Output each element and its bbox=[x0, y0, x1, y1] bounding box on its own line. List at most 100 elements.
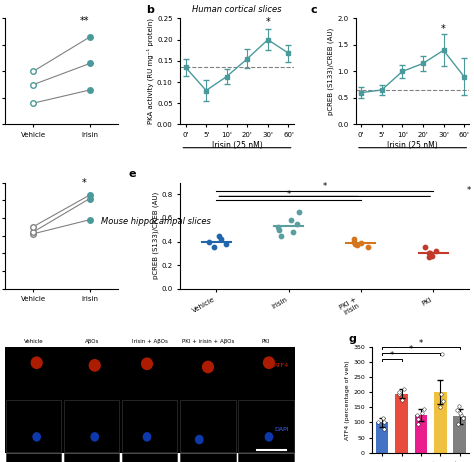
FancyBboxPatch shape bbox=[181, 401, 236, 452]
FancyBboxPatch shape bbox=[122, 453, 177, 462]
Text: Human cortical slices: Human cortical slices bbox=[192, 5, 282, 13]
Point bbox=[427, 249, 434, 257]
Point bbox=[428, 252, 436, 259]
Point bbox=[438, 351, 446, 358]
Point bbox=[295, 208, 303, 216]
Point bbox=[439, 398, 447, 405]
Text: *: * bbox=[82, 178, 86, 188]
Point bbox=[438, 390, 445, 397]
Point bbox=[350, 236, 358, 243]
Point bbox=[274, 224, 282, 231]
Point bbox=[432, 247, 439, 255]
Text: b: b bbox=[146, 5, 154, 15]
Y-axis label: pCREB (S133)/CREB (AU): pCREB (S133)/CREB (AU) bbox=[152, 192, 159, 279]
Ellipse shape bbox=[91, 432, 99, 442]
Text: c: c bbox=[310, 5, 317, 15]
Point bbox=[293, 220, 301, 228]
Ellipse shape bbox=[264, 432, 273, 442]
Point bbox=[421, 243, 429, 251]
X-axis label: Irisin (25 nM): Irisin (25 nM) bbox=[387, 141, 438, 150]
Point bbox=[413, 411, 421, 419]
FancyBboxPatch shape bbox=[122, 401, 177, 452]
Point bbox=[351, 240, 358, 248]
Text: Irisin + AβOs: Irisin + AβOs bbox=[132, 339, 168, 344]
Text: DAPI: DAPI bbox=[275, 427, 289, 432]
Point bbox=[222, 240, 230, 248]
Point bbox=[218, 236, 225, 243]
Point bbox=[395, 389, 403, 396]
Text: *: * bbox=[467, 186, 471, 195]
Point bbox=[453, 407, 461, 414]
Y-axis label: pCREB (S133)/CREB (AU): pCREB (S133)/CREB (AU) bbox=[328, 28, 334, 115]
Text: *: * bbox=[419, 339, 423, 348]
Text: *: * bbox=[409, 345, 413, 354]
FancyBboxPatch shape bbox=[64, 401, 119, 452]
Text: *: * bbox=[441, 24, 446, 34]
Point bbox=[400, 385, 407, 393]
Point bbox=[379, 414, 387, 422]
Point bbox=[459, 414, 466, 422]
Point bbox=[277, 232, 285, 239]
Text: Vehicle: Vehicle bbox=[24, 339, 44, 344]
Bar bbox=[453, 416, 466, 453]
Ellipse shape bbox=[89, 359, 101, 372]
Point bbox=[420, 405, 428, 413]
Ellipse shape bbox=[202, 361, 214, 373]
Text: Mouse hippocampal slices: Mouse hippocampal slices bbox=[101, 217, 211, 226]
Text: PKI + irisin + AβOs: PKI + irisin + AβOs bbox=[182, 339, 234, 344]
Point bbox=[365, 243, 372, 251]
Point bbox=[353, 241, 360, 249]
Y-axis label: ATF4 (percentage of veh): ATF4 (percentage of veh) bbox=[346, 360, 350, 440]
Point bbox=[380, 419, 388, 426]
Text: ATF4: ATF4 bbox=[274, 364, 289, 368]
Point bbox=[414, 416, 421, 423]
Point bbox=[456, 410, 464, 417]
Point bbox=[205, 238, 213, 245]
Y-axis label: PKA activity (RU mg⁻¹ protein): PKA activity (RU mg⁻¹ protein) bbox=[146, 18, 154, 124]
Ellipse shape bbox=[32, 432, 41, 442]
Point bbox=[425, 253, 432, 261]
Point bbox=[287, 217, 295, 224]
Point bbox=[275, 226, 283, 233]
FancyBboxPatch shape bbox=[6, 453, 61, 462]
Bar bbox=[395, 394, 408, 453]
Text: **: ** bbox=[79, 16, 89, 26]
Point bbox=[381, 425, 388, 432]
FancyBboxPatch shape bbox=[6, 401, 61, 452]
Text: *: * bbox=[323, 182, 327, 191]
Point bbox=[358, 239, 365, 246]
Ellipse shape bbox=[143, 432, 151, 442]
Bar bbox=[376, 422, 389, 453]
Point bbox=[454, 420, 462, 428]
Point bbox=[215, 232, 222, 239]
Point bbox=[398, 396, 405, 403]
Point bbox=[210, 243, 218, 251]
Text: PKI: PKI bbox=[262, 339, 270, 344]
Ellipse shape bbox=[263, 356, 275, 369]
FancyBboxPatch shape bbox=[64, 453, 119, 462]
Ellipse shape bbox=[31, 356, 43, 369]
FancyBboxPatch shape bbox=[238, 401, 293, 452]
Point bbox=[437, 404, 444, 411]
Point bbox=[425, 249, 432, 257]
Point bbox=[419, 410, 426, 417]
Ellipse shape bbox=[141, 358, 153, 370]
Point bbox=[415, 420, 422, 428]
Point bbox=[374, 419, 382, 426]
Text: *: * bbox=[265, 17, 270, 27]
Ellipse shape bbox=[195, 435, 204, 444]
FancyBboxPatch shape bbox=[238, 453, 293, 462]
Text: e: e bbox=[128, 170, 136, 179]
Text: *: * bbox=[390, 351, 394, 360]
Point bbox=[350, 238, 358, 245]
X-axis label: Irisin (25 nM): Irisin (25 nM) bbox=[211, 141, 263, 150]
FancyBboxPatch shape bbox=[181, 453, 236, 462]
Point bbox=[457, 411, 465, 419]
Point bbox=[290, 228, 297, 236]
Point bbox=[396, 390, 403, 397]
Text: AβOs: AβOs bbox=[85, 339, 99, 344]
Bar bbox=[434, 392, 447, 453]
Text: *: * bbox=[287, 190, 291, 200]
Bar bbox=[415, 415, 427, 453]
Text: g: g bbox=[348, 334, 356, 344]
